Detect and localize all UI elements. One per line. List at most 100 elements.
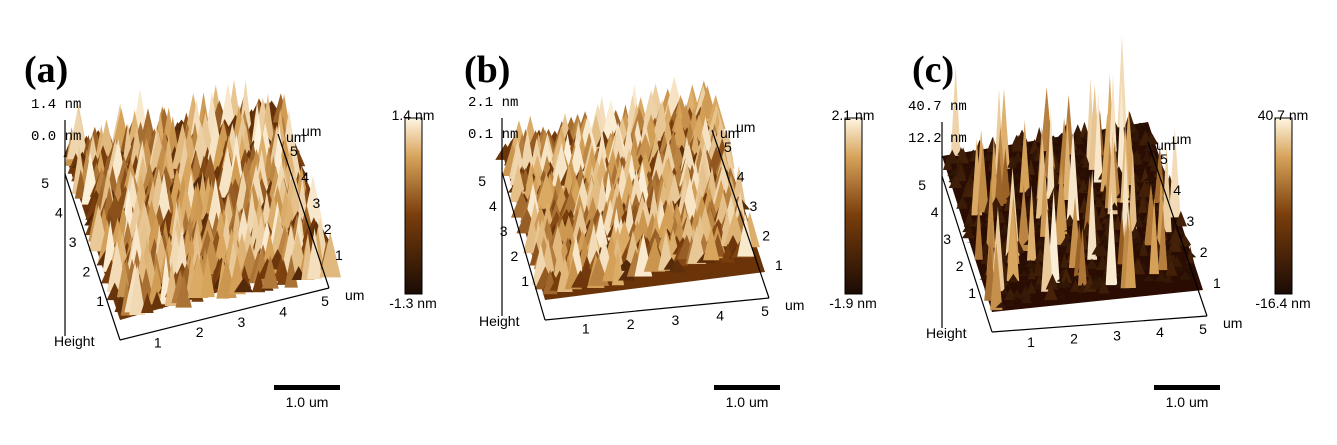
surface-spike — [948, 175, 963, 189]
colorbar-min-label: -1.9 nm — [829, 295, 876, 311]
x-tick-label: 1 — [582, 321, 590, 337]
surface-spike — [571, 204, 590, 244]
right-tick-label: 4 — [1173, 182, 1181, 198]
surface-spike — [1018, 270, 1029, 277]
z-top-label: 1.4 nm — [31, 97, 81, 113]
surface-spike — [1007, 155, 1017, 168]
surface-spike — [1133, 235, 1143, 244]
surface-spike — [1057, 292, 1067, 299]
x-axis-unit: um — [345, 287, 364, 303]
right-tick-label: 5 — [724, 139, 732, 155]
surface-spike — [252, 270, 266, 293]
surface-spike — [1026, 158, 1036, 175]
surface-spike — [1134, 214, 1144, 228]
colorbar-max-label: 1.4 nm — [392, 107, 435, 123]
surface-spike — [138, 267, 154, 301]
surface-spike — [974, 201, 983, 260]
panel-label: (c) — [912, 49, 955, 91]
x-tick-label: 4 — [279, 303, 287, 319]
x-axis-unit: um — [1223, 315, 1242, 331]
right-tick-label: 2 — [324, 221, 332, 237]
y-tick-label: 2 — [82, 264, 90, 280]
surface-spike — [1011, 151, 1025, 163]
y-tick-label: 4 — [931, 204, 939, 220]
right-axis-line — [277, 133, 330, 289]
surface-spike — [190, 192, 204, 234]
surface-spike — [986, 177, 996, 248]
surface-spike — [1077, 178, 1089, 193]
x-tick-label: 2 — [196, 324, 204, 340]
surface-spike — [1133, 166, 1147, 170]
surface-spike — [1108, 73, 1118, 167]
colorbar — [404, 117, 423, 295]
right-axis-unit: um — [1156, 137, 1175, 153]
surface-spike — [1017, 183, 1030, 251]
x-tick-label: 2 — [627, 316, 635, 332]
surface-spike — [1158, 207, 1168, 271]
surface-spike — [1029, 138, 1040, 154]
surface-spike — [1138, 126, 1147, 130]
surface-spike — [999, 288, 1010, 295]
colorbar-max-label: 40.7 nm — [1258, 107, 1309, 123]
right-tick-label: 4 — [301, 169, 309, 185]
surface-spike — [737, 213, 755, 257]
surface-spike — [1019, 119, 1030, 193]
surface-spike — [1054, 174, 1066, 245]
right-tick-label: 1 — [1213, 275, 1221, 291]
scale-bar-label: 1.0 um — [726, 394, 769, 410]
surface-spike — [1125, 213, 1136, 288]
surface-spike — [956, 147, 970, 164]
x-tick-label: 4 — [1156, 324, 1164, 340]
right-tick-label: 4 — [737, 169, 745, 185]
surface-spike — [1060, 267, 1073, 284]
surface-spike — [1168, 235, 1182, 252]
x-tick-label: 4 — [716, 307, 724, 323]
surface-spike — [66, 109, 89, 160]
surface-spike — [641, 89, 661, 130]
y-tick-label: 1 — [968, 285, 976, 301]
x-tick-label: 3 — [238, 314, 246, 330]
surface-spike — [1007, 273, 1019, 283]
surface-spike — [1093, 196, 1105, 208]
scale-bar-label: 1.0 um — [1166, 394, 1209, 410]
y-tick-label: 5 — [41, 175, 49, 191]
surface-spike — [1041, 203, 1054, 292]
surface-spike — [1005, 287, 1020, 289]
y-tick-label: 1 — [521, 273, 529, 289]
x-tick-label: 2 — [1070, 331, 1078, 347]
surface-spike — [562, 128, 575, 146]
surface-spike — [687, 225, 707, 264]
surface-spike — [961, 228, 976, 239]
z-mid-label: 12.2 nm — [908, 131, 967, 147]
afm-panel-a: (a) 1.4 nm 0.0 nm 5 4 3 2 1 1 2 3 4 5 um 1 2 3 4 5 um um Hei… — [0, 0, 445, 445]
surface-spike — [1138, 168, 1150, 172]
right-axis-unit: um — [720, 125, 739, 141]
surface-spike — [1088, 278, 1103, 290]
right-tick-label: 5 — [1160, 151, 1168, 167]
x-tick-label: 3 — [1113, 327, 1121, 343]
surface-spike — [1081, 154, 1091, 168]
surface-spike — [1060, 252, 1069, 268]
z-top-label: 2.1 nm — [468, 95, 518, 111]
x-axis-line — [544, 297, 770, 321]
x-axis-line — [119, 287, 330, 341]
surface-spike — [1013, 198, 1024, 210]
surface-spike — [1011, 134, 1025, 152]
surface-spike — [962, 223, 974, 233]
scale-bar — [274, 385, 340, 390]
surface-spike — [1165, 259, 1178, 276]
right-tick-label: 3 — [1187, 213, 1195, 229]
surface-spike — [1113, 213, 1122, 230]
surface-spike — [1085, 258, 1099, 270]
surface-spike — [1142, 275, 1156, 282]
scale-bar — [714, 385, 780, 390]
surface-spike — [520, 129, 535, 170]
surface-spike — [1171, 255, 1183, 267]
right-axis-unit-2: um — [736, 119, 755, 135]
x-tick-label: 1 — [154, 335, 162, 351]
surface-spike — [1077, 226, 1087, 286]
y-tick-label: 4 — [55, 205, 63, 221]
surface-spike — [141, 292, 154, 314]
